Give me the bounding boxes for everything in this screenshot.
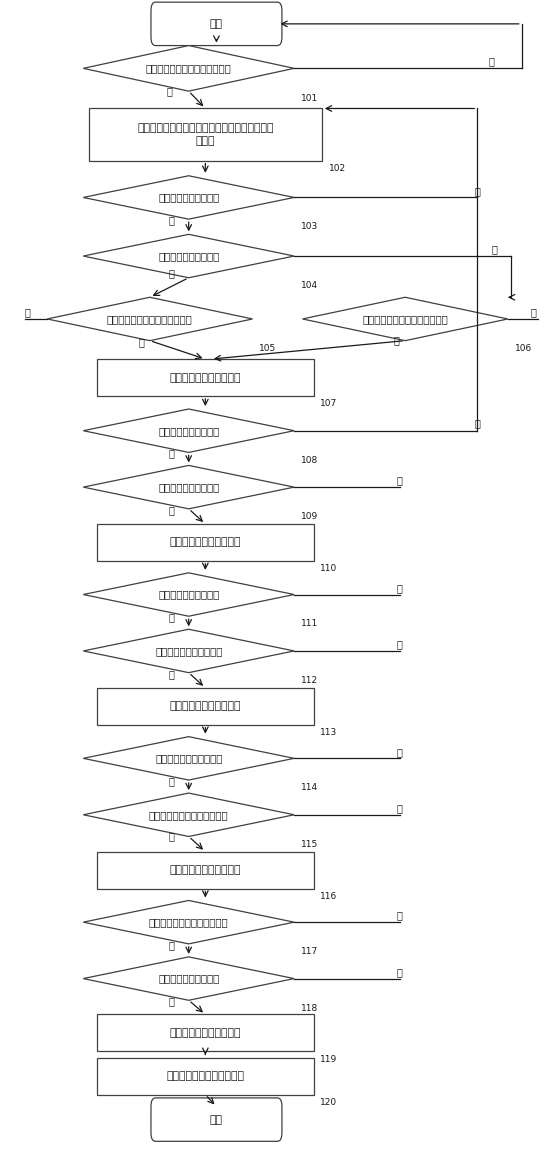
Text: 否: 否 [397, 803, 403, 813]
FancyBboxPatch shape [97, 1058, 314, 1095]
Text: 118: 118 [301, 1004, 318, 1012]
Text: 否: 否 [169, 940, 175, 950]
Text: 是: 是 [169, 505, 175, 515]
Text: 钢卷号移位到第五存储区: 钢卷号移位到第五存储区 [170, 702, 241, 711]
Text: 104: 104 [301, 281, 318, 290]
Text: 层流冷却区入口处检测到带钢？: 层流冷却区入口处检测到带钢？ [146, 63, 231, 74]
Text: 101: 101 [301, 94, 318, 103]
Text: 钢卷小车处检测到带钢？: 钢卷小车处检测到带钢？ [155, 646, 223, 656]
Text: 116: 116 [320, 891, 337, 900]
Text: 层流冷却区出口处检测到带钢？: 层流冷却区出口处检测到带钢？ [362, 314, 448, 324]
Text: 否: 否 [397, 476, 403, 485]
Text: 调用钢卷号，带钢表面喷印: 调用钢卷号，带钢表面喷印 [166, 1072, 244, 1081]
Text: 层流冷却区入口处检测到带钢？: 层流冷却区入口处检测到带钢？ [107, 314, 193, 324]
Text: 是: 是 [169, 215, 175, 225]
Text: 钢卷号移位到第六存储区: 钢卷号移位到第六存储区 [170, 865, 241, 875]
Text: 钢卷输送小车处检测到带钢？: 钢卷输送小车处检测到带钢？ [149, 918, 229, 927]
Text: 钢卷号从第一存储区移位到第二存储区并计算带
钢长度: 钢卷号从第一存储区移位到第二存储区并计算带 钢长度 [137, 123, 274, 146]
Polygon shape [83, 176, 294, 220]
Text: 打捆机处检测到带钢？: 打捆机处检测到带钢？ [158, 590, 219, 599]
Polygon shape [83, 737, 294, 780]
Text: 否: 否 [169, 776, 175, 787]
Text: 钢卷号移位到第七存储区: 钢卷号移位到第七存储区 [170, 1028, 241, 1037]
Polygon shape [47, 297, 253, 340]
FancyBboxPatch shape [97, 524, 314, 561]
Text: 否: 否 [169, 612, 175, 622]
FancyBboxPatch shape [97, 688, 314, 724]
Text: 钢卷输送小车处检测到带钢？: 钢卷输送小车处检测到带钢？ [149, 810, 229, 820]
Text: 钢卷号移位到第四存储区: 钢卷号移位到第四存储区 [170, 537, 241, 547]
Text: 111: 111 [301, 620, 318, 629]
FancyBboxPatch shape [97, 852, 314, 889]
Text: 120: 120 [320, 1098, 337, 1107]
Text: 否: 否 [138, 337, 144, 347]
Text: 是: 是 [397, 583, 403, 593]
Text: 是: 是 [169, 996, 175, 1006]
Text: 115: 115 [301, 840, 318, 849]
Text: 107: 107 [320, 399, 337, 408]
Text: 108: 108 [301, 455, 318, 465]
Text: 106: 106 [514, 344, 532, 353]
Text: 103: 103 [301, 222, 318, 231]
Polygon shape [83, 235, 294, 278]
FancyBboxPatch shape [97, 359, 314, 396]
Text: 112: 112 [301, 676, 318, 685]
Text: 是: 是 [530, 307, 536, 317]
Text: 否: 否 [169, 448, 175, 459]
Polygon shape [83, 793, 294, 836]
Text: 带钢长度大于预定值？: 带钢长度大于预定值？ [158, 251, 219, 261]
Text: 102: 102 [329, 163, 346, 172]
Text: 否: 否 [393, 336, 400, 346]
Text: 117: 117 [301, 948, 318, 956]
Text: 否: 否 [397, 639, 403, 650]
Text: 步进梁处检测到带钢？: 步进梁处检测到带钢？ [158, 974, 219, 983]
Text: 结束: 结束 [210, 1114, 223, 1125]
Text: 是: 是 [397, 746, 403, 757]
Text: 否: 否 [491, 245, 497, 254]
Text: 钢卷小车处检测到带钢？: 钢卷小车处检测到带钢？ [155, 753, 223, 764]
Text: 110: 110 [320, 565, 337, 573]
FancyBboxPatch shape [151, 2, 282, 46]
Text: 是: 是 [397, 911, 403, 921]
Polygon shape [83, 573, 294, 616]
Text: 是: 是 [169, 669, 175, 678]
Text: 钢卷号移位到第三存储区: 钢卷号移位到第三存储区 [170, 373, 241, 383]
Polygon shape [83, 409, 294, 452]
Text: 109: 109 [301, 512, 318, 521]
Text: 113: 113 [320, 728, 337, 737]
Text: 114: 114 [301, 783, 318, 792]
Polygon shape [83, 629, 294, 673]
Text: 是: 是 [169, 268, 175, 278]
Text: 是: 是 [166, 86, 172, 97]
Polygon shape [83, 900, 294, 944]
Polygon shape [83, 957, 294, 1000]
FancyBboxPatch shape [151, 1098, 282, 1141]
Polygon shape [302, 297, 508, 340]
Text: 105: 105 [259, 344, 276, 353]
Text: 是: 是 [169, 831, 175, 842]
FancyBboxPatch shape [89, 108, 322, 161]
Text: 否: 否 [488, 55, 495, 66]
Text: 打捆机处检测到带钢？: 打捆机处检测到带钢？ [158, 482, 219, 492]
FancyBboxPatch shape [97, 1014, 314, 1051]
Text: 否: 否 [397, 967, 403, 978]
Text: 是: 是 [475, 419, 481, 428]
Text: 卷取机处检测到带钢？: 卷取机处检测到带钢？ [158, 426, 219, 436]
Polygon shape [83, 46, 294, 91]
Text: 119: 119 [320, 1055, 337, 1064]
Text: 开始: 开始 [210, 18, 223, 29]
Text: 否: 否 [475, 186, 481, 196]
Polygon shape [83, 466, 294, 508]
Text: 是: 是 [25, 307, 31, 317]
Text: 卷取机处检测到带钢？: 卷取机处检测到带钢？ [158, 192, 219, 202]
